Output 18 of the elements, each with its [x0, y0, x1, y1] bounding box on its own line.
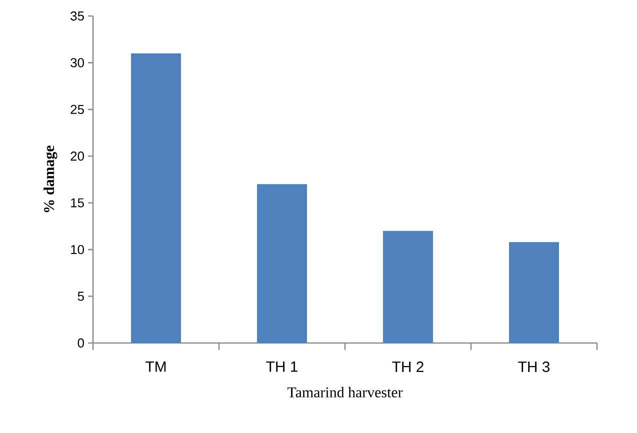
y-tick-label: 0 [78, 338, 84, 348]
x-tick-label: TH 2 [392, 362, 424, 372]
y-tick-label: 25 [70, 104, 84, 114]
y-tick-label: 15 [71, 198, 84, 208]
x-tick-label: TM [146, 362, 166, 372]
x-tick-label: TH 1 [266, 362, 298, 372]
y-tick-label: 5 [78, 292, 84, 301]
bar [131, 53, 182, 343]
bar [509, 242, 560, 343]
bar [257, 184, 308, 343]
y-tick-label: 20 [70, 152, 84, 161]
x-axis-title: Tamarind harvester [288, 386, 403, 398]
bar [383, 230, 434, 343]
y-tick-label: 30 [70, 58, 84, 68]
x-tick-label: TH 3 [518, 362, 550, 372]
y-tick-label: 10 [71, 244, 84, 254]
y-axis-title: % damage [44, 146, 58, 212]
y-tick-label: 35 [70, 11, 84, 21]
